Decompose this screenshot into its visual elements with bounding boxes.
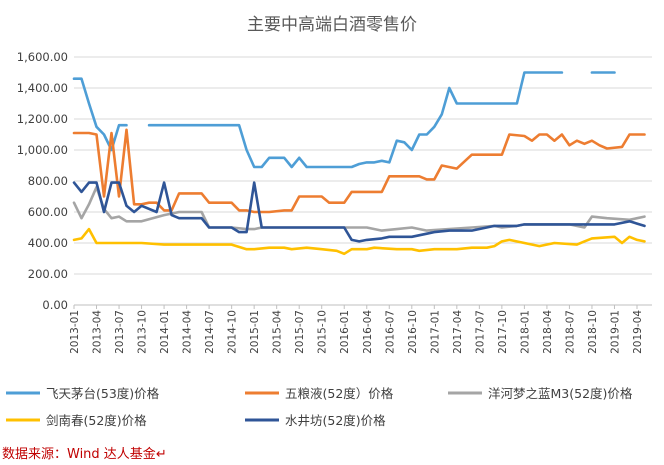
x-tick-label: 2014-07 xyxy=(204,310,216,354)
x-tick-label: 2016-10 xyxy=(407,310,419,354)
legend: 飞天茅台(53度)价格 五粮液(52度）价格 洋河梦之蓝M3(52度)价格剑南春(5… xyxy=(6,386,633,428)
series-line xyxy=(72,128,646,214)
x-tick-label: 2018-04 xyxy=(542,310,554,354)
x-tick-label: 2014-01 xyxy=(159,310,171,354)
x-tick-label: 2015-04 xyxy=(272,310,284,354)
series-line xyxy=(72,181,646,243)
chart-title: 主要中高端白酒零售价 xyxy=(247,15,417,35)
y-tick-label: 1,200.00 xyxy=(17,112,68,126)
y-tick-label: 200.00 xyxy=(28,267,68,281)
y-tick-label: 1,400.00 xyxy=(17,81,68,95)
y-tick-label: 400.00 xyxy=(28,236,68,250)
x-tick-label: 2017-01 xyxy=(429,310,441,354)
caption-text: 数据来源：Wind 达人基金 xyxy=(2,447,156,462)
x-tick-label: 2015-01 xyxy=(249,310,261,354)
y-tick-label: 1,000.00 xyxy=(17,143,68,157)
y-tick-label: 0.00 xyxy=(42,298,68,312)
x-tick-label: 2019-01 xyxy=(609,310,621,354)
legend-label: 五粮液(52度）价格 xyxy=(285,386,394,401)
x-tick-label: 2019-04 xyxy=(632,310,644,354)
y-tick-label: 800.00 xyxy=(28,174,68,188)
x-tick-label: 2018-10 xyxy=(587,310,599,354)
x-tick-label: 2014-04 xyxy=(182,310,194,354)
x-tick-label: 2013-10 xyxy=(137,310,149,354)
x-tick-label: 2017-07 xyxy=(474,310,486,354)
data-source-caption: 数据来源：Wind 达人基金↵ xyxy=(2,443,167,462)
x-tick-label: 2017-10 xyxy=(497,310,509,354)
y-tick-label: 1,600.00 xyxy=(17,50,68,64)
y-axis: 0.00 200.00 400.00 600.00 800.00 1,000.00 1,20… xyxy=(17,50,68,312)
x-tick-label: 2013-07 xyxy=(114,310,126,354)
series-lines xyxy=(72,71,646,256)
x-tick-label: 2016-04 xyxy=(362,310,374,354)
legend-label: 洋河梦之蓝M3(52度)价格 xyxy=(488,386,633,401)
series-line xyxy=(147,71,564,169)
line-chart: 主要中高端白酒零售价 0.00 200.00 400.00 600.00 800.00 1… xyxy=(6,15,652,428)
legend-label: 水井坊(52度)价格 xyxy=(285,413,386,428)
x-tick-label: 2018-07 xyxy=(564,310,576,354)
y-tick-label: 600.00 xyxy=(28,205,68,219)
x-tick-label: 2016-01 xyxy=(339,310,351,354)
chart-canvas: 主要中高端白酒零售价 0.00 200.00 400.00 600.00 800.00 1… xyxy=(6,15,652,428)
x-tick-label: 2015-07 xyxy=(294,310,306,354)
series-line xyxy=(72,77,128,152)
legend-label: 飞天茅台(53度)价格 xyxy=(46,386,160,401)
paragraph-mark: ↵ xyxy=(155,447,167,462)
x-tick-label: 2013-01 xyxy=(69,310,81,354)
x-tick-label: 2013-04 xyxy=(92,310,104,354)
x-tick-label: 2016-07 xyxy=(384,310,396,354)
grid-lines xyxy=(74,56,652,306)
x-tick-label: 2014-10 xyxy=(227,310,239,354)
x-tick-label: 2018-01 xyxy=(519,310,531,354)
series-line xyxy=(72,227,646,256)
x-tick-label: 2017-04 xyxy=(452,310,464,354)
legend-label: 剑南春(52度)价格 xyxy=(46,413,147,428)
x-tick-label: 2015-10 xyxy=(317,310,329,354)
x-axis: 2013-01 2013-04 2013-07 2013-10 2014-01 2014-… xyxy=(69,304,652,354)
